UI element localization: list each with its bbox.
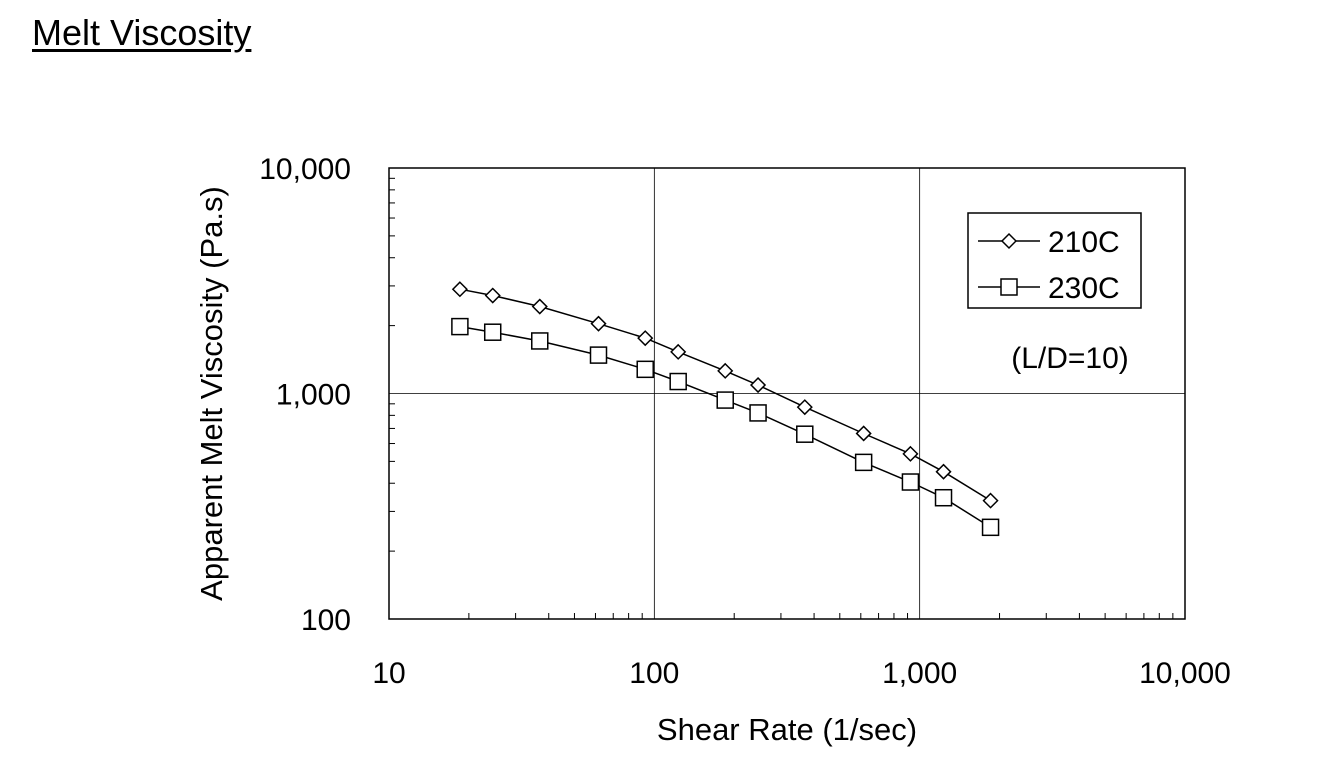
data-point-diamond — [855, 425, 872, 442]
y-tick-label: 10,000 — [259, 153, 351, 186]
data-point-square — [749, 404, 767, 422]
data-point-diamond — [637, 330, 654, 347]
data-point-square — [589, 346, 608, 364]
data-point-diamond — [982, 492, 999, 509]
series-markers — [451, 281, 1000, 537]
x-axis-title: Shear Rate (1/sec) — [657, 712, 917, 747]
data-point-diamond — [484, 287, 501, 304]
y-tick-label: 1,000 — [276, 379, 351, 412]
data-point-square — [483, 323, 502, 341]
data-point-diamond — [670, 343, 687, 360]
data-point-square — [981, 518, 1000, 537]
data-point-diamond — [750, 376, 767, 394]
y-tick-label: 100 — [301, 604, 351, 637]
page-title: Melt Viscosity — [32, 12, 252, 53]
data-point-square — [636, 360, 654, 379]
legend-marker-diamond — [1000, 232, 1018, 250]
x-tick-label: 1,000 — [882, 657, 957, 690]
data-point-square — [796, 425, 814, 443]
legend: 210C 230C — [967, 212, 1142, 309]
x-axis-tick-labels: 10 100 1,000 10,000 — [372, 657, 1231, 690]
data-point-square — [669, 372, 687, 391]
legend-label: 210C — [1048, 226, 1120, 259]
data-point-diamond — [717, 362, 734, 379]
data-point-diamond — [796, 399, 813, 416]
x-tick-label: 100 — [629, 657, 679, 690]
grid-lines — [389, 168, 1185, 619]
data-point-square — [854, 453, 873, 472]
data-point-diamond — [935, 463, 952, 480]
legend-label: 230C — [1048, 272, 1120, 305]
data-point-diamond — [902, 445, 919, 462]
x-tick-label: 10 — [372, 657, 405, 690]
data-point-diamond — [590, 315, 607, 332]
minor-ticks — [389, 177, 1174, 619]
y-axis-tick-labels: 100 1,000 10,000 — [259, 153, 351, 637]
data-point-square — [716, 391, 734, 409]
data-point-diamond — [531, 298, 548, 315]
y-axis-title: Apparent Melt Viscosity (Pa.s) — [194, 186, 229, 601]
data-point-diamond — [451, 281, 468, 298]
data-point-square — [934, 488, 953, 507]
x-tick-label: 10,000 — [1139, 657, 1231, 690]
data-point-square — [531, 332, 549, 350]
ld-ratio-annotation: (L/D=10) — [1011, 342, 1129, 375]
data-point-square — [901, 473, 920, 491]
legend-marker-square — [1000, 278, 1018, 296]
series-line-1 — [459, 325, 991, 528]
legend-box — [967, 212, 1142, 309]
data-point-square — [451, 317, 469, 336]
plot-area-frame — [388, 167, 1186, 620]
